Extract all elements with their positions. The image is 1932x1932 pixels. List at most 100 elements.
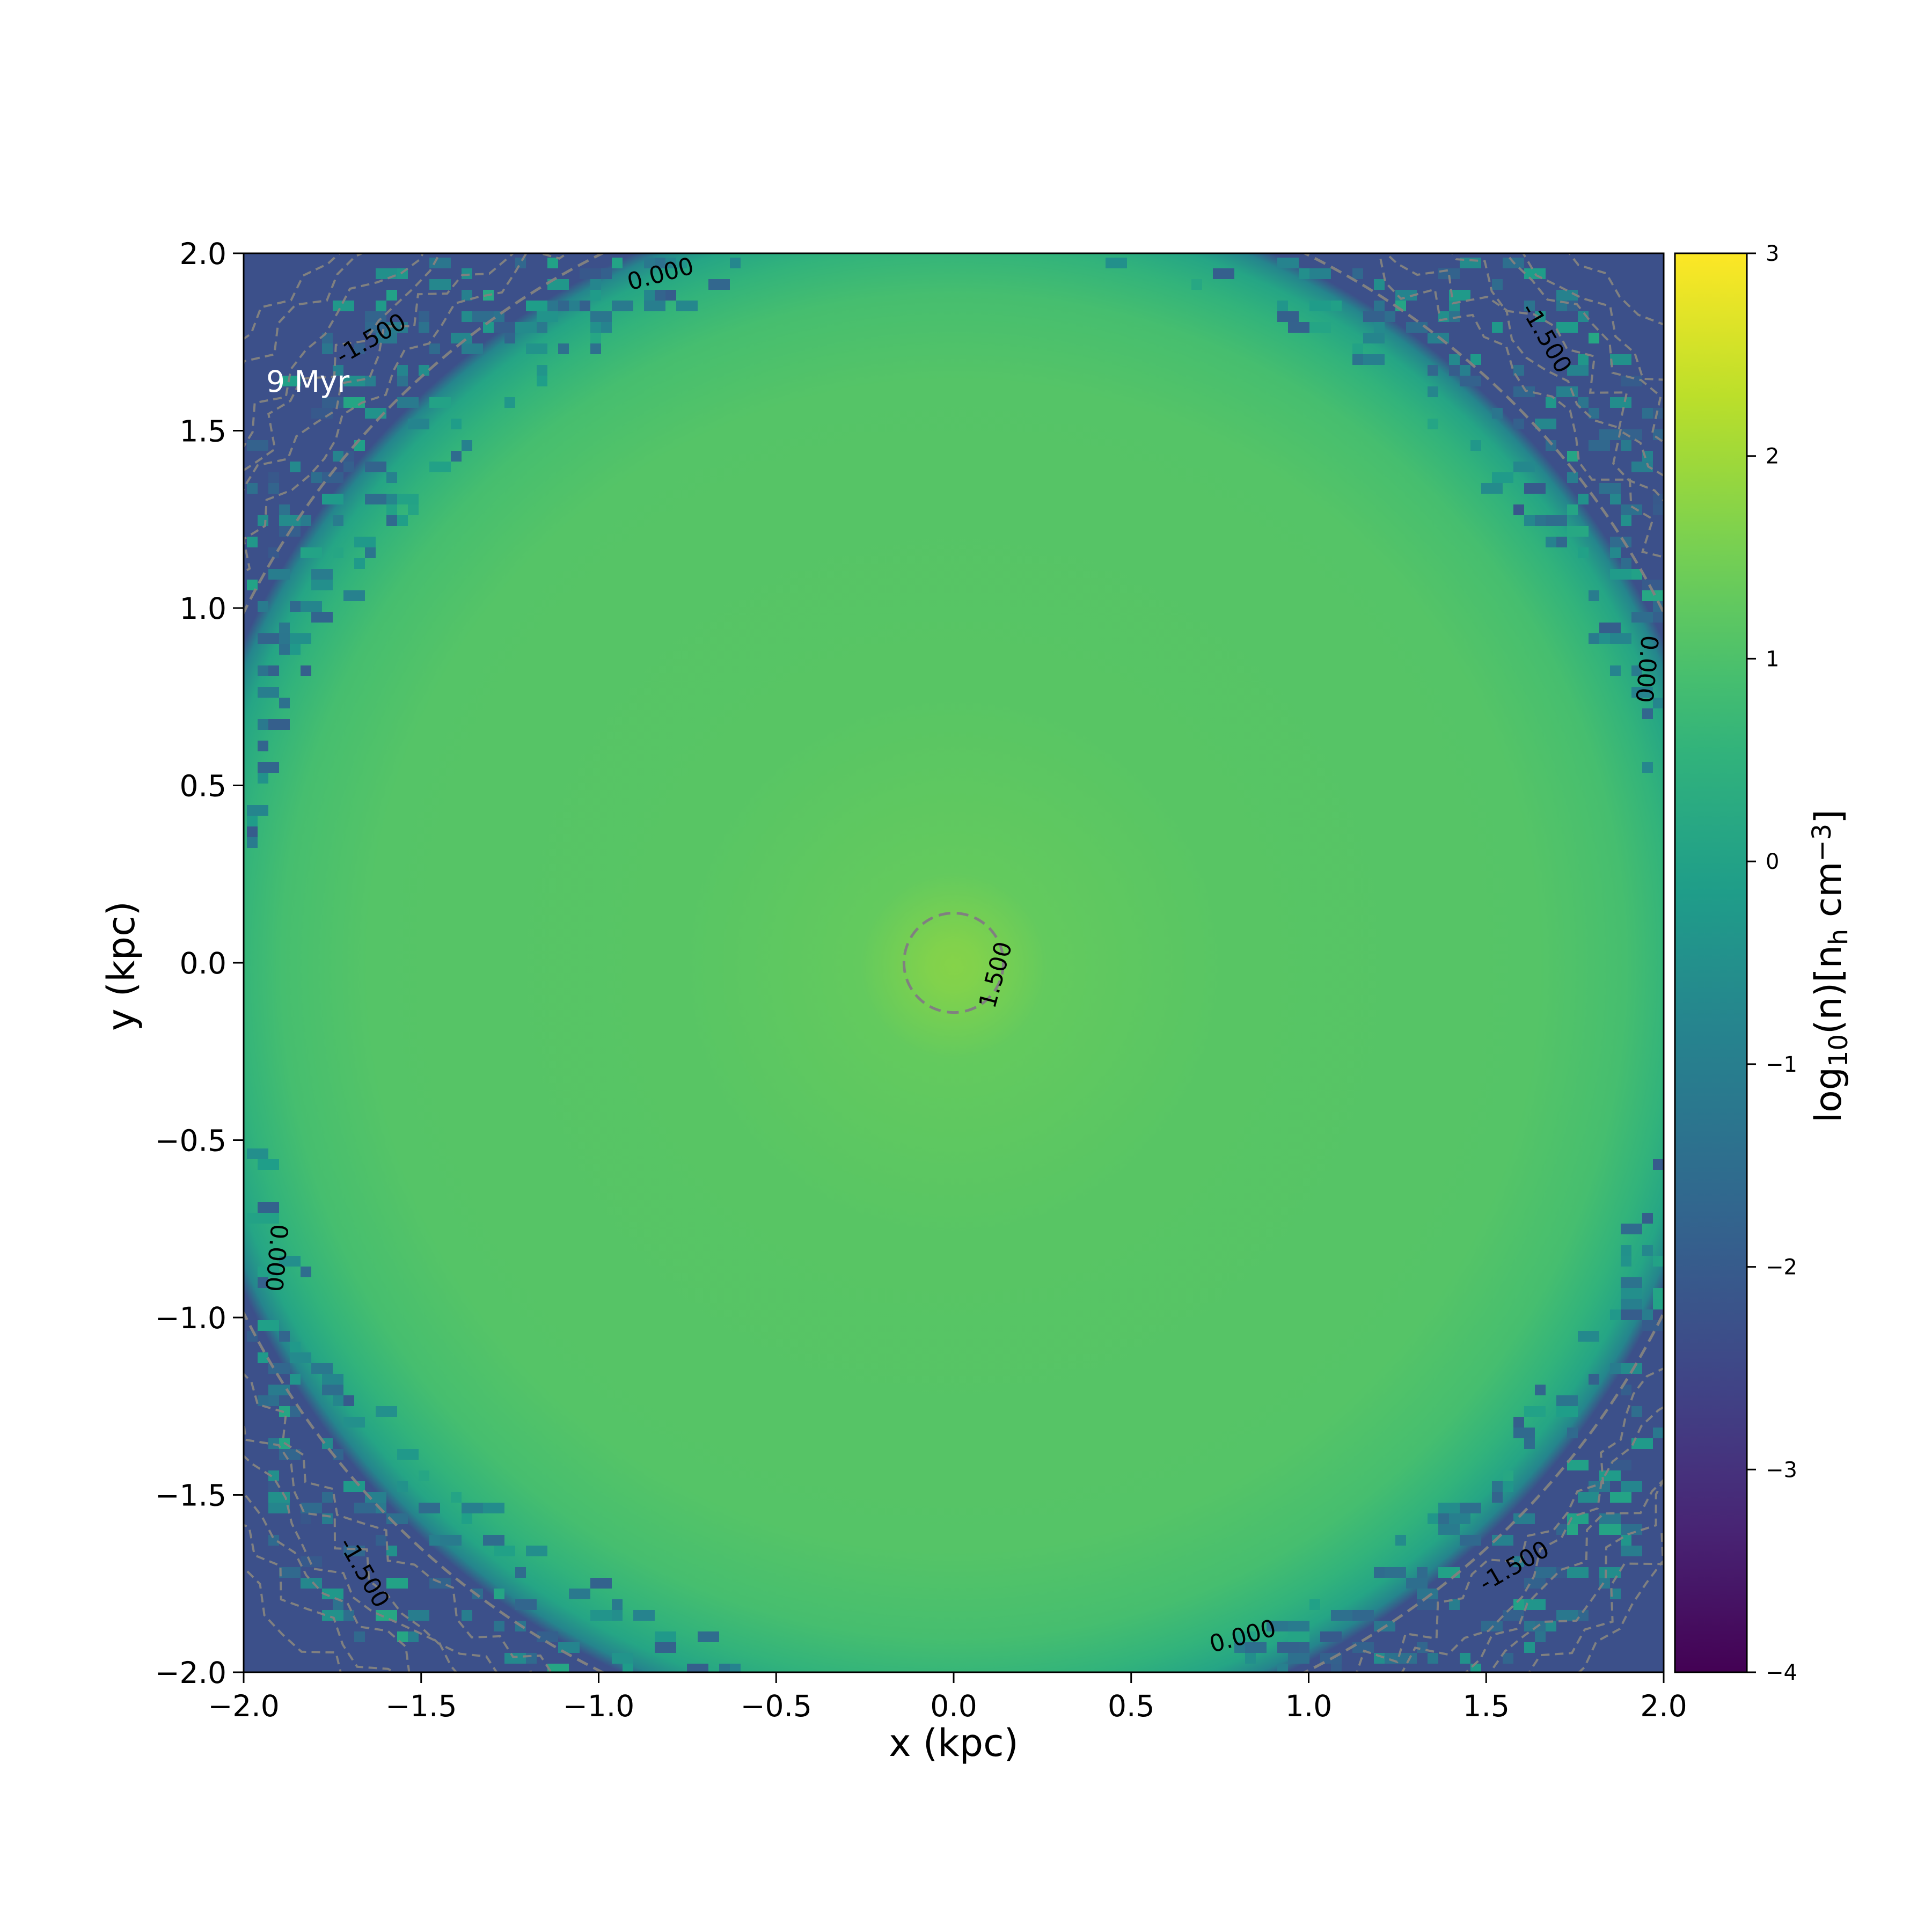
- shell-fragment: [247, 805, 268, 816]
- shell-fragment: [386, 472, 397, 483]
- shell-fragment: [515, 258, 526, 268]
- shell-fragment: [1621, 1245, 1631, 1256]
- shell-fragment: [247, 537, 258, 547]
- shell-fragment: [258, 1277, 268, 1288]
- shell-fragment: [590, 343, 601, 354]
- shell-fragment: [1567, 504, 1578, 515]
- shell-fragment: [279, 623, 290, 633]
- shell-fragment: [1524, 1406, 1546, 1417]
- shell-fragment: [333, 451, 343, 462]
- shell-fragment: [1170, 1674, 1191, 1685]
- shell-fragment: [590, 322, 601, 333]
- shell-fragment: [1610, 547, 1621, 558]
- shell-fragment: [258, 515, 268, 526]
- shell-fragment: [268, 1277, 279, 1288]
- shell-fragment: [408, 1610, 429, 1621]
- colorbar-ticks: −4 −3 −2 −1 0 1 2 3: [1747, 241, 1797, 1685]
- shell-fragment: [515, 322, 537, 333]
- shell-fragment: [397, 1481, 408, 1492]
- shell-fragment: [365, 322, 386, 333]
- shell-fragment: [1524, 483, 1546, 494]
- shell-fragment: [419, 1503, 440, 1513]
- shell-fragment: [322, 1589, 343, 1599]
- shell-fragment: [1610, 354, 1631, 365]
- y-tick-label: −1.0: [155, 1301, 226, 1335]
- shell-fragment: [429, 258, 451, 268]
- shell-fragment: [1556, 537, 1567, 547]
- shell-fragment: [494, 1621, 504, 1631]
- shell-fragment: [258, 601, 268, 612]
- shell-fragment: [1470, 354, 1481, 365]
- shell-fragment: [322, 1438, 333, 1449]
- shell-fragment: [376, 301, 386, 311]
- shell-fragment: [322, 1492, 333, 1503]
- shell-fragment: [462, 1503, 483, 1513]
- shell-fragment: [580, 301, 590, 311]
- shell-fragment: [1599, 1513, 1621, 1524]
- shell-fragment: [1513, 1428, 1535, 1438]
- shell-fragment: [1653, 1428, 1664, 1438]
- shell-fragment: [1610, 494, 1621, 504]
- shell-fragment: [1610, 537, 1631, 547]
- contour--1.500: [244, 1524, 397, 1672]
- shell-fragment: [1621, 1363, 1642, 1374]
- shell-fragment: [290, 462, 301, 472]
- shell-fragment: [526, 343, 547, 354]
- shell-fragment: [1621, 429, 1642, 440]
- x-tick-label: 1.0: [1285, 1689, 1332, 1723]
- shell-fragment: [397, 1631, 408, 1642]
- shell-fragment: [1664, 698, 1674, 708]
- shell-fragment: [1524, 1438, 1535, 1449]
- contour--1.500: [244, 253, 424, 449]
- shell-fragment: [1234, 1631, 1256, 1642]
- shell-fragment: [1417, 1567, 1428, 1578]
- shell-fragment: [279, 1395, 290, 1406]
- x-tick-label: −2.0: [208, 1689, 280, 1723]
- shell-fragment: [1309, 268, 1331, 279]
- shell-fragment: [376, 1406, 397, 1417]
- contour--1.500: [244, 1454, 458, 1672]
- shell-fragment: [354, 1503, 376, 1513]
- shell-fragment: [311, 569, 333, 580]
- colorbar-tick-label: 3: [1766, 241, 1779, 266]
- shell-fragment: [462, 1513, 472, 1524]
- shell-fragment: [247, 1213, 268, 1224]
- colorbar-tick-label: −1: [1766, 1052, 1797, 1077]
- x-tick-label: 1.5: [1463, 1689, 1510, 1723]
- shell-fragment: [1309, 1599, 1320, 1610]
- contour--1.500: [244, 1492, 411, 1672]
- shell-fragment: [343, 376, 365, 386]
- contour--1.500: [244, 253, 341, 340]
- shell-fragment: [290, 644, 301, 655]
- shell-fragment: [1621, 1256, 1631, 1267]
- shell-fragment: [590, 333, 601, 343]
- shell-fragment: [322, 343, 333, 354]
- shell-fragment: [268, 1535, 279, 1546]
- shell-fragment: [1428, 1653, 1438, 1664]
- shell-fragment: [268, 665, 279, 676]
- shell-fragment: [1664, 1181, 1674, 1191]
- shell-fragment: [1578, 354, 1589, 365]
- shell-fragment: [258, 1320, 279, 1331]
- shell-fragment: [504, 1653, 526, 1664]
- shell-fragment: [1417, 1599, 1438, 1610]
- shell-fragment: [311, 1363, 333, 1374]
- shell-fragment: [343, 462, 354, 472]
- shell-fragment: [1352, 354, 1363, 365]
- shell-fragment: [301, 515, 311, 526]
- shell-fragment: [247, 826, 258, 837]
- shell-fragment: [1374, 301, 1385, 311]
- shell-fragment: [590, 279, 601, 290]
- shell-fragment: [301, 1503, 322, 1513]
- shell-fragment: [333, 515, 343, 526]
- shell-fragment: [343, 1481, 365, 1492]
- shell-fragment: [558, 343, 569, 354]
- shell-fragment: [376, 1610, 397, 1621]
- shell-fragment: [1299, 1642, 1309, 1653]
- shell-fragment: [537, 1631, 558, 1642]
- shell-fragment: [1567, 451, 1578, 462]
- shell-fragment: [1524, 1621, 1535, 1631]
- shell-fragment: [258, 1202, 279, 1213]
- shell-fragment: [1331, 1610, 1352, 1621]
- shell-fragment: [1556, 1395, 1578, 1406]
